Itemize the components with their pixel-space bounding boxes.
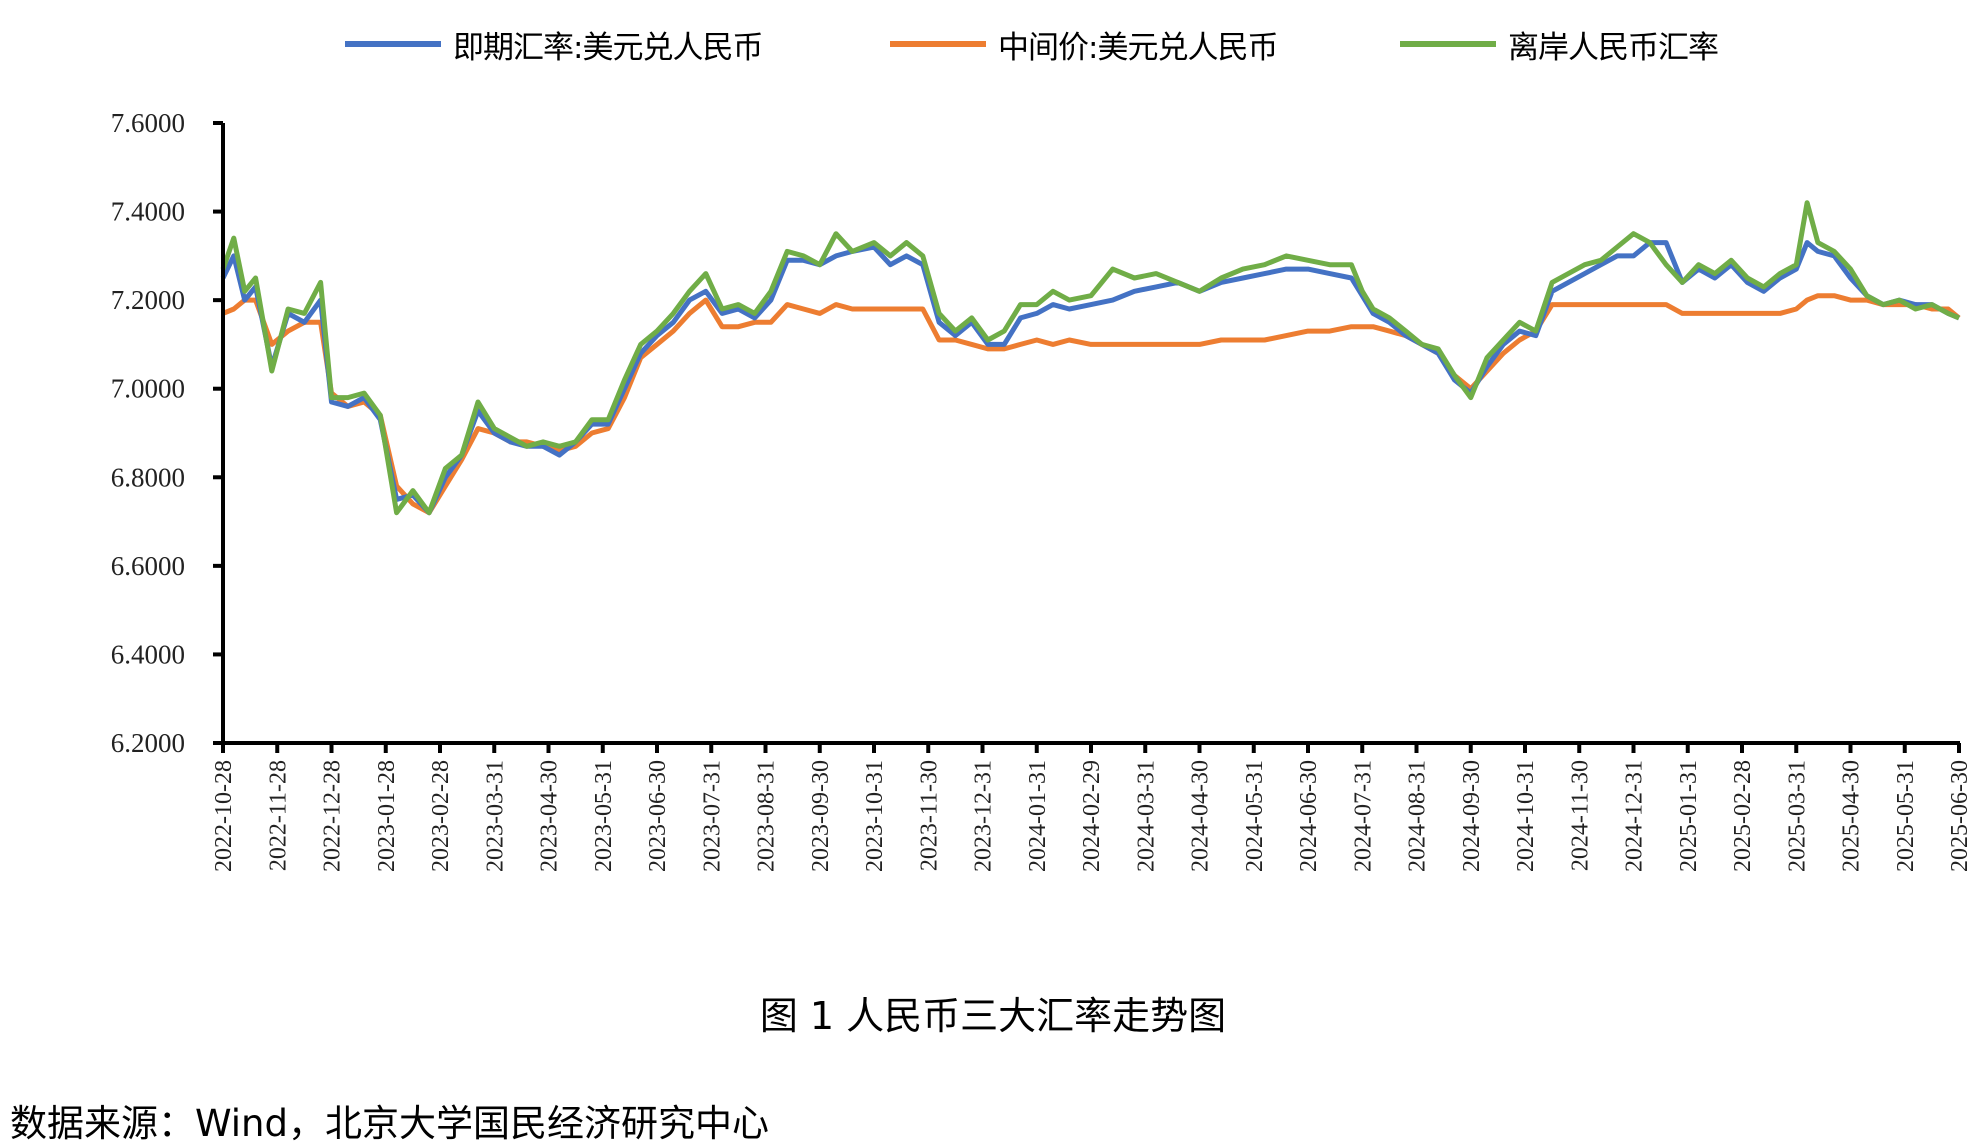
legend-item-spot-rate[interactable]: 即期汇率:美元兑人民币 — [345, 22, 763, 66]
x-tick-label: 2024-02-29 — [1079, 760, 1105, 872]
x-tick-label: 2023-01-28 — [374, 760, 400, 872]
y-tick-labels: 7.6000 7.4000 7.2000 7.0000 6.8000 6.6000 6.40… — [111, 108, 223, 758]
x-tick-label: 2023-02-28 — [428, 760, 454, 872]
x-tick-label: 2024-08-31 — [1405, 760, 1431, 872]
x-tick-label: 2025-01-31 — [1676, 760, 1702, 872]
x-tick-label: 2025-05-31 — [1893, 760, 1919, 872]
x-tick-label: 2022-12-28 — [320, 760, 346, 872]
legend-label: 中间价:美元兑人民币 — [998, 29, 1278, 66]
x-tick-label: 2023-07-31 — [699, 760, 725, 872]
y-tick-label: 7.4000 — [111, 197, 185, 227]
legend-swatch-green — [1400, 41, 1496, 47]
y-tick-label: 7.6000 — [111, 108, 185, 138]
x-tick-label: 2023-08-31 — [754, 760, 780, 872]
legend: 即期汇率:美元兑人民币 中间价:美元兑人民币 离岸人民币汇率 — [0, 22, 1986, 66]
x-tick-label: 2023-05-31 — [591, 760, 617, 872]
legend-label: 离岸人民币汇率 — [1508, 29, 1719, 66]
figure-caption: 图 1 人民币三大汇率走势图 — [759, 994, 1227, 1038]
series-spot-rate-line — [220, 240, 1960, 516]
series-offshore-rate-line — [220, 200, 1960, 516]
x-tick-label: 2023-03-31 — [482, 760, 508, 872]
x-tick-label: 2025-03-31 — [1784, 760, 1810, 872]
x-tick-label: 2023-11-30 — [916, 760, 942, 871]
x-tick-label: 2023-09-30 — [808, 760, 834, 872]
legend-item-offshore-rate[interactable]: 离岸人民币汇率 — [1400, 22, 1719, 66]
series-central-parity-line — [222, 293, 1961, 516]
x-tick-label: 2024-01-31 — [1025, 760, 1051, 872]
x-tick-label: 2024-10-31 — [1513, 760, 1539, 872]
data-source-note: 数据来源：Wind，北京大学国民经济研究中心 — [10, 1102, 769, 1145]
x-tick-label: 2024-11-30 — [1567, 760, 1593, 871]
y-tick-label: 6.6000 — [111, 551, 185, 581]
legend-swatch-blue — [345, 41, 441, 47]
x-tick-label: 2024-04-30 — [1188, 760, 1214, 872]
x-tick-label: 2024-05-31 — [1242, 760, 1268, 872]
x-tick-label: 2022-10-28 — [211, 760, 237, 872]
exchange-rate-chart: 7.6000 7.4000 7.2000 7.0000 6.8000 6.6000 6.40… — [111, 108, 1973, 872]
x-tick-label: 2024-07-31 — [1350, 760, 1376, 872]
axes — [221, 123, 1960, 745]
x-tick-label: 2023-06-30 — [645, 760, 671, 872]
x-tick-label: 2024-12-31 — [1622, 760, 1648, 872]
series-lines — [220, 200, 1961, 516]
y-tick-label: 6.8000 — [111, 462, 185, 492]
x-tick-label: 2023-12-31 — [971, 760, 997, 872]
x-tick-label: 2025-06-30 — [1947, 760, 1973, 872]
x-tick-label: 2022-11-28 — [265, 760, 291, 871]
legend-swatch-orange — [890, 41, 986, 47]
legend-label: 即期汇率:美元兑人民币 — [453, 29, 763, 66]
x-tick-label: 2024-06-30 — [1296, 760, 1322, 872]
x-tick-labels: 2022-10-28 2022-11-28 2022-12-28 2023-01-28… — [211, 743, 1973, 872]
y-tick-label: 6.4000 — [111, 639, 185, 669]
legend-item-central-parity[interactable]: 中间价:美元兑人民币 — [890, 22, 1278, 66]
x-tick-label: 2024-09-30 — [1459, 760, 1485, 872]
x-tick-label: 2023-10-31 — [862, 760, 888, 872]
x-tick-label: 2023-04-30 — [537, 760, 563, 872]
y-tick-label: 7.0000 — [111, 374, 185, 404]
y-tick-label: 6.2000 — [111, 728, 185, 758]
x-tick-label: 2024-03-31 — [1133, 760, 1159, 872]
x-tick-label: 2025-04-30 — [1839, 760, 1865, 872]
y-tick-label: 7.2000 — [111, 285, 185, 315]
x-tick-label: 2025-02-28 — [1730, 760, 1756, 872]
